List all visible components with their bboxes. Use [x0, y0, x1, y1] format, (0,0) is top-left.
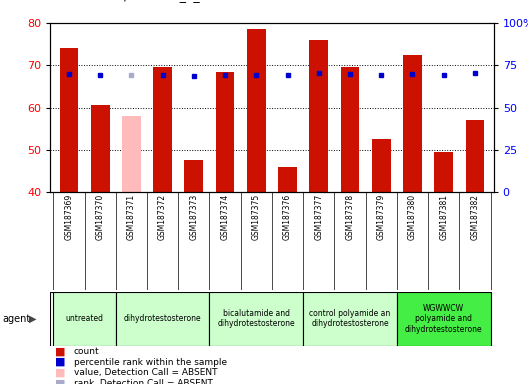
Bar [53, 292, 116, 346]
Bar [466, 120, 484, 192]
Text: GSM187370: GSM187370 [96, 194, 105, 240]
Bar [309, 40, 328, 192]
Text: GSM187372: GSM187372 [158, 194, 167, 240]
Bar [372, 139, 391, 192]
Text: GSM187382: GSM187382 [470, 194, 479, 240]
Text: WGWWCW
polyamide and
dihydrotestosterone: WGWWCW polyamide and dihydrotestosterone [405, 304, 483, 334]
Text: GSM187378: GSM187378 [345, 194, 354, 240]
Text: GSM187375: GSM187375 [252, 194, 261, 240]
Text: GSM187377: GSM187377 [314, 194, 323, 240]
Text: ▶: ▶ [29, 314, 36, 324]
Bar [403, 55, 422, 192]
Text: percentile rank within the sample: percentile rank within the sample [74, 358, 227, 367]
Text: value, Detection Call = ABSENT: value, Detection Call = ABSENT [74, 368, 218, 377]
Bar [303, 292, 397, 346]
Bar [210, 292, 303, 346]
Text: GSM187373: GSM187373 [190, 194, 199, 240]
Text: rank, Detection Call = ABSENT: rank, Detection Call = ABSENT [74, 379, 213, 384]
Bar [341, 68, 360, 192]
Text: count: count [74, 347, 100, 356]
Text: GSM187369: GSM187369 [64, 194, 73, 240]
Text: GSM187379: GSM187379 [377, 194, 386, 240]
Text: control polyamide an
dihydrotestosterone: control polyamide an dihydrotestosterone [309, 309, 391, 328]
Text: GSM187376: GSM187376 [283, 194, 292, 240]
Bar [91, 106, 109, 192]
Bar [435, 152, 453, 192]
Text: GSM187374: GSM187374 [221, 194, 230, 240]
Bar [278, 167, 297, 192]
Bar [247, 30, 266, 192]
Text: bicalutamide and
dihydrotestosterone: bicalutamide and dihydrotestosterone [218, 309, 295, 328]
Text: GSM187381: GSM187381 [439, 194, 448, 240]
Bar [116, 292, 210, 346]
Text: GSM187380: GSM187380 [408, 194, 417, 240]
Bar [184, 161, 203, 192]
Text: ■: ■ [55, 379, 66, 384]
Text: dihydrotestosterone: dihydrotestosterone [124, 314, 201, 323]
FancyBboxPatch shape [50, 292, 487, 346]
Text: agent: agent [3, 314, 31, 324]
Text: ■: ■ [55, 368, 66, 378]
Text: ■: ■ [55, 346, 66, 356]
Bar [60, 48, 78, 192]
Bar [216, 71, 234, 192]
Text: ■: ■ [55, 357, 66, 367]
Text: GSM187371: GSM187371 [127, 194, 136, 240]
Bar [122, 116, 141, 192]
Text: GDS2782 / 227129_x_at: GDS2782 / 227129_x_at [61, 0, 212, 2]
Text: untreated: untreated [65, 314, 103, 323]
Bar [397, 292, 491, 346]
Bar [153, 68, 172, 192]
